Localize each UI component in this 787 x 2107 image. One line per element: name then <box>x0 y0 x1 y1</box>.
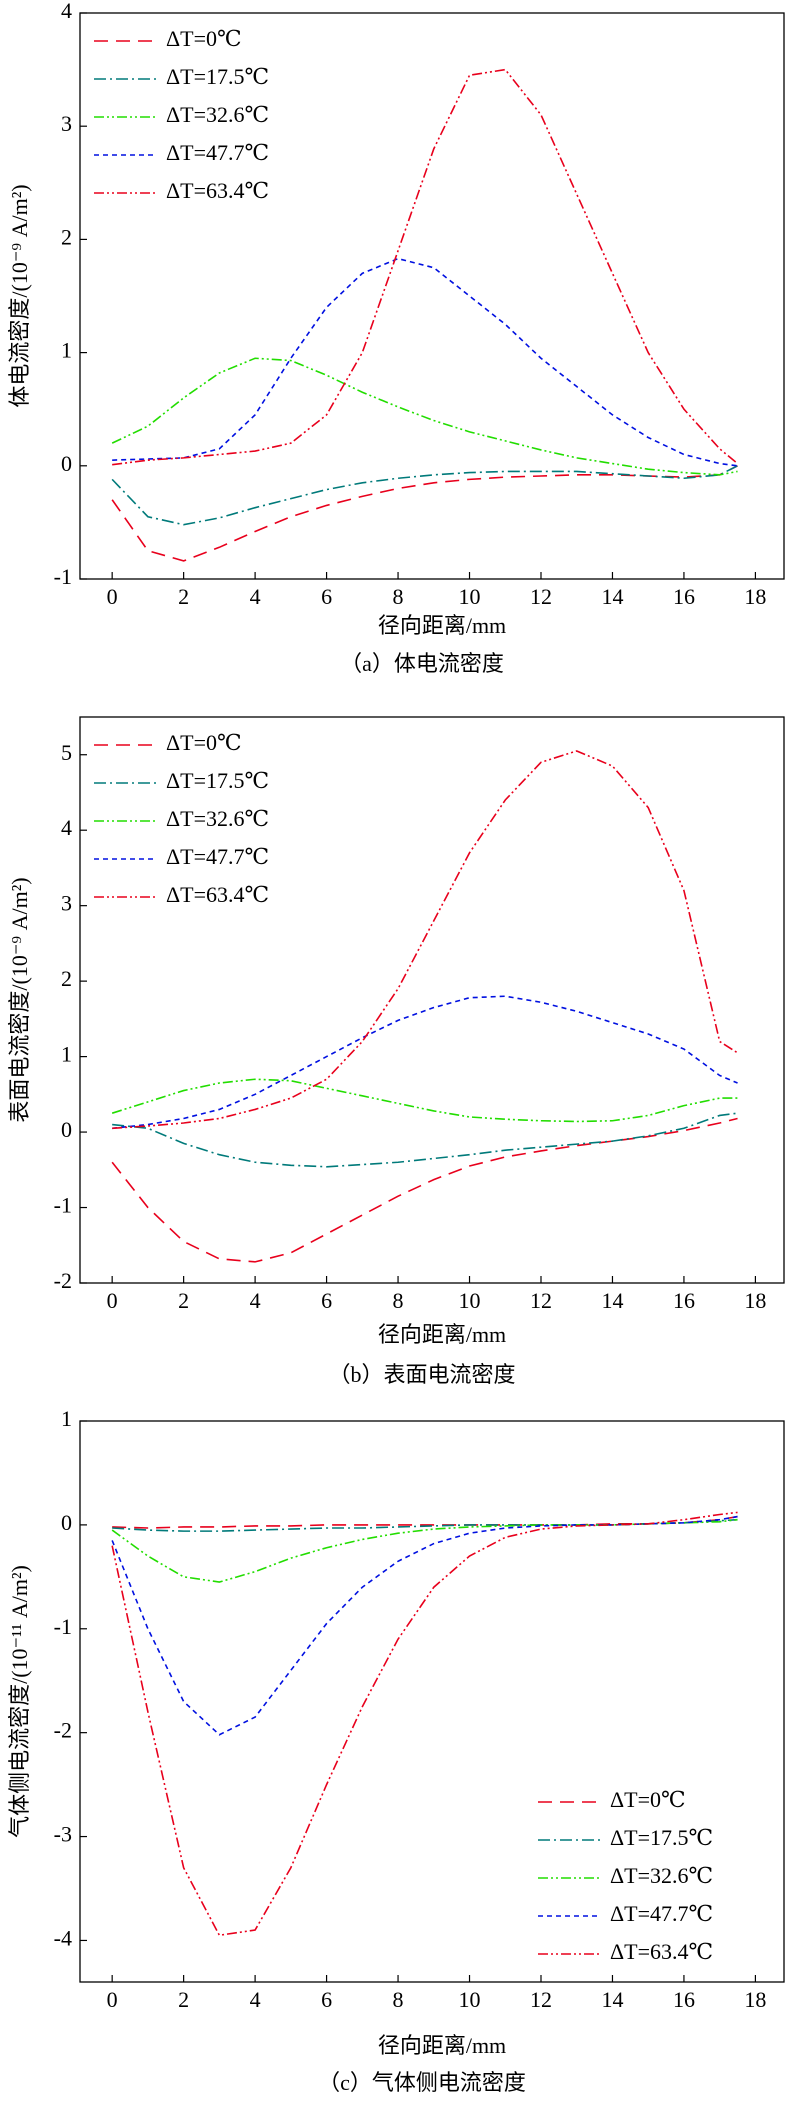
y-axis-label: 体电流密度/(10⁻⁹ A/m²) <box>7 184 32 407</box>
y-tick-label: -2 <box>54 1718 72 1743</box>
x-tick-label: 14 <box>601 1288 623 1313</box>
x-axis-label: 径向距离/mm <box>378 613 506 638</box>
legend-label: ΔT=0℃ <box>610 1787 686 1812</box>
y-tick-label: 2 <box>61 224 72 249</box>
x-tick-label: 0 <box>107 584 118 609</box>
legend-label: ΔT=17.5℃ <box>166 64 269 89</box>
x-tick-label: 8 <box>393 1288 404 1313</box>
legend-label: ΔT=63.4℃ <box>166 178 269 203</box>
x-tick-label: 4 <box>250 1288 261 1313</box>
x-tick-label: 14 <box>601 1987 623 2012</box>
x-tick-label: 10 <box>459 584 481 609</box>
legend-label: ΔT=63.4℃ <box>166 882 269 907</box>
y-tick-label: 5 <box>61 740 72 765</box>
y-tick-label: 4 <box>61 0 72 23</box>
y-tick-label: 1 <box>61 338 72 363</box>
legend-label: ΔT=17.5℃ <box>610 1825 713 1850</box>
x-tick-label: 4 <box>250 584 261 609</box>
x-tick-label: 2 <box>178 1987 189 2012</box>
data-line <box>111 1518 738 1583</box>
x-axis-label: 径向距离/mm <box>378 2033 506 2058</box>
legend-label: ΔT=0℃ <box>166 26 242 51</box>
y-axis-label: 气体侧电流密度/(10⁻¹¹ A/m²) <box>7 1565 32 1838</box>
plot-frame <box>79 1420 785 1983</box>
x-tick-label: 6 <box>321 584 332 609</box>
x-tick-label: 8 <box>393 1987 404 2012</box>
legend-label: ΔT=32.6℃ <box>166 102 269 127</box>
legend-label: ΔT=32.6℃ <box>610 1863 713 1888</box>
x-tick-label: 16 <box>673 584 695 609</box>
data-line <box>112 1112 738 1168</box>
legend-label: ΔT=63.4℃ <box>610 1939 713 1964</box>
x-tick-label: 0 <box>107 1288 118 1313</box>
y-tick-label: 1 <box>61 1406 72 1431</box>
y-tick-label: 0 <box>61 451 72 476</box>
y-tick-label: 4 <box>61 815 72 840</box>
caption: （b）表面电流密度 <box>328 1362 515 1387</box>
data-line <box>111 465 738 526</box>
data-line <box>112 995 738 1130</box>
y-tick-label: -4 <box>54 1925 72 1950</box>
x-tick-label: 0 <box>107 1987 118 2012</box>
y-tick-label: 0 <box>61 1510 72 1535</box>
x-tick-label: 2 <box>178 584 189 609</box>
data-line <box>112 1518 738 1532</box>
data-line <box>111 1117 738 1263</box>
x-tick-label: 6 <box>321 1288 332 1313</box>
y-tick-label: 1 <box>61 1042 72 1067</box>
x-axis-label: 径向距离/mm <box>378 1322 506 1347</box>
y-tick-label: -1 <box>54 1614 72 1639</box>
data-line <box>111 1511 738 1937</box>
data-line <box>112 257 738 467</box>
x-tick-label: 10 <box>459 1987 481 2012</box>
data-line <box>111 357 738 476</box>
legend-label: ΔT=32.6℃ <box>166 806 269 831</box>
x-tick-label: 16 <box>673 1288 695 1313</box>
legend-label: ΔT=47.7℃ <box>166 140 269 165</box>
legend-label: ΔT=47.7℃ <box>166 844 269 869</box>
y-tick-label: -2 <box>54 1268 72 1293</box>
plot-frame <box>79 12 785 580</box>
y-tick-label: 3 <box>61 891 72 916</box>
plot-frame <box>79 716 785 1284</box>
data-line <box>112 68 739 466</box>
x-tick-label: 18 <box>744 584 766 609</box>
data-line <box>111 1078 738 1123</box>
x-tick-label: 4 <box>250 1987 261 2012</box>
legend-label: ΔT=47.7℃ <box>610 1901 713 1926</box>
legend-label: ΔT=0℃ <box>166 730 242 755</box>
data-line <box>112 750 738 1130</box>
x-tick-label: 6 <box>321 1987 332 2012</box>
x-tick-label: 14 <box>601 584 623 609</box>
y-tick-label: 2 <box>61 966 72 991</box>
y-tick-label: -3 <box>54 1822 72 1847</box>
x-tick-label: 8 <box>393 584 404 609</box>
y-tick-label: 0 <box>61 1117 72 1142</box>
legend-label: ΔT=17.5℃ <box>166 768 269 793</box>
y-tick-label: -1 <box>54 1193 72 1218</box>
data-line <box>111 465 738 562</box>
caption: （a）体电流密度 <box>340 651 504 676</box>
x-tick-label: 2 <box>178 1288 189 1313</box>
y-axis-label: 表面电流密度/(10⁻⁹ A/m²) <box>7 877 32 1122</box>
data-line <box>111 1515 738 1736</box>
x-tick-label: 12 <box>530 1987 552 2012</box>
x-tick-label: 18 <box>744 1987 766 2012</box>
x-tick-label: 18 <box>744 1288 766 1313</box>
x-tick-label: 12 <box>530 1288 552 1313</box>
x-tick-label: 10 <box>459 1288 481 1313</box>
x-tick-label: 12 <box>530 584 552 609</box>
caption: （c）气体侧电流密度 <box>318 2070 526 2095</box>
y-tick-label: -1 <box>54 564 72 589</box>
y-tick-label: 3 <box>61 111 72 136</box>
x-tick-label: 16 <box>673 1987 695 2012</box>
